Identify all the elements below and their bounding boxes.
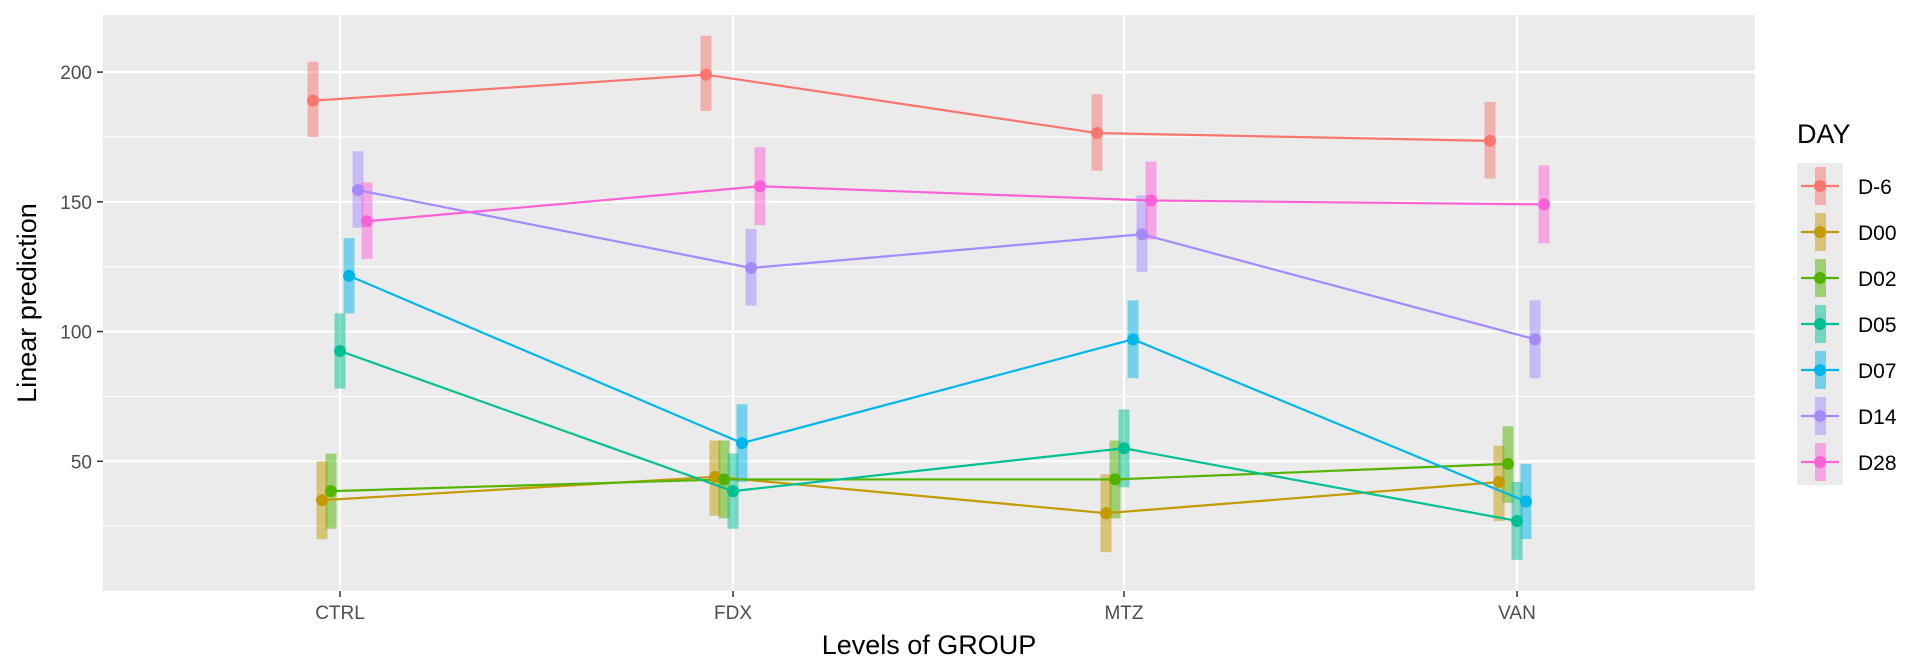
series-points bbox=[307, 68, 1550, 527]
legend-key-point bbox=[1814, 180, 1826, 192]
panel-background bbox=[103, 15, 1755, 591]
legend-title: DAY bbox=[1797, 119, 1851, 149]
y-tick-label: 200 bbox=[60, 63, 92, 84]
legend-label: D00 bbox=[1858, 222, 1897, 245]
data-point bbox=[700, 68, 712, 81]
x-tick-label: CTRL bbox=[315, 603, 365, 624]
legend-key-point bbox=[1814, 456, 1826, 468]
data-point bbox=[1127, 333, 1139, 346]
legend-key-point bbox=[1814, 318, 1826, 330]
y-tick-label: 100 bbox=[60, 323, 92, 344]
data-point bbox=[1538, 198, 1550, 211]
y-tick-label: 150 bbox=[60, 193, 92, 214]
data-point bbox=[1145, 194, 1157, 207]
legend-key-point bbox=[1814, 410, 1826, 422]
series-line bbox=[312, 73, 1491, 142]
series-line bbox=[348, 274, 1527, 503]
data-point bbox=[361, 215, 373, 228]
legend-label: D28 bbox=[1858, 452, 1897, 475]
data-point bbox=[736, 437, 748, 450]
data-point bbox=[1136, 228, 1148, 241]
data-point bbox=[1118, 442, 1130, 455]
data-point bbox=[1502, 457, 1514, 470]
legend-label: D-6 bbox=[1858, 176, 1892, 199]
legend-label: D07 bbox=[1858, 360, 1897, 383]
y-tick-label: 50 bbox=[71, 452, 92, 473]
data-point bbox=[352, 184, 364, 197]
legend: DAY D-6 D00 D02 D05 D07 D14 D28 bbox=[1797, 119, 1897, 485]
legend-label: D02 bbox=[1858, 268, 1897, 291]
series-line bbox=[366, 185, 1545, 223]
legend-key-point bbox=[1814, 364, 1826, 376]
data-point bbox=[343, 269, 355, 282]
legend-label: D05 bbox=[1858, 314, 1897, 337]
data-point bbox=[1493, 476, 1505, 489]
data-point bbox=[1091, 127, 1103, 140]
data-point bbox=[1100, 507, 1112, 520]
x-axis: CTRL FDX MTZ VAN bbox=[315, 591, 1536, 624]
x-axis-title: Levels of GROUP bbox=[822, 630, 1037, 660]
legend-key-point bbox=[1814, 226, 1826, 238]
x-tick-label: MTZ bbox=[1104, 603, 1143, 624]
data-point bbox=[718, 473, 730, 486]
series-line bbox=[357, 189, 1536, 341]
y-axis-title: Linear prediction bbox=[12, 203, 42, 403]
y-axis: 50 100 150 200 bbox=[60, 63, 103, 473]
data-point bbox=[754, 180, 766, 193]
series-lines bbox=[312, 73, 1545, 523]
x-tick-label: FDX bbox=[714, 603, 752, 624]
data-point bbox=[325, 485, 337, 498]
grid-lines bbox=[103, 15, 1755, 591]
data-point bbox=[1520, 495, 1532, 508]
series-line bbox=[321, 475, 1500, 515]
legend-key-point bbox=[1814, 272, 1826, 284]
data-point bbox=[745, 261, 757, 274]
series-line bbox=[330, 462, 1509, 493]
data-point bbox=[307, 94, 319, 107]
legend-label: D14 bbox=[1858, 406, 1897, 429]
series-line bbox=[339, 349, 1518, 523]
legend-items: D-6 D00 D02 D05 D07 D14 D28 bbox=[1797, 163, 1897, 485]
data-point bbox=[709, 470, 721, 483]
x-tick-label: VAN bbox=[1498, 603, 1536, 624]
data-point bbox=[1484, 134, 1496, 147]
data-point bbox=[1529, 333, 1541, 346]
data-point bbox=[316, 494, 328, 507]
data-point bbox=[1109, 473, 1121, 486]
data-point bbox=[727, 485, 739, 498]
data-point bbox=[1511, 514, 1523, 527]
data-point bbox=[334, 345, 346, 357]
